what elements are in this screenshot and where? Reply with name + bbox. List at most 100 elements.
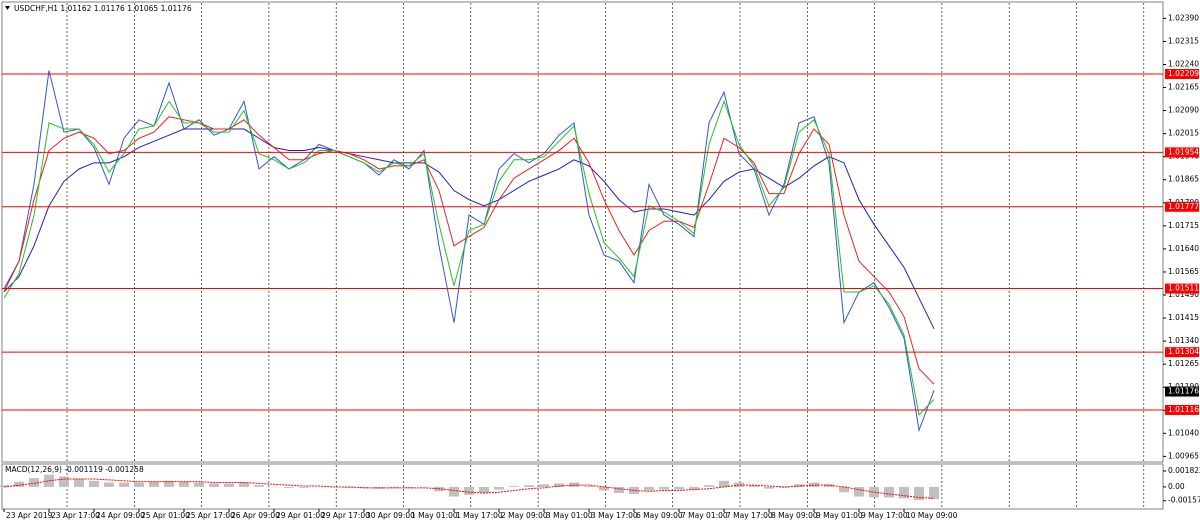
level-label: 1.01777: [1168, 202, 1199, 211]
x-tick-label: 7 May 01:00: [681, 511, 728, 520]
signal-line: [3, 478, 935, 499]
macd-bar: [554, 483, 564, 487]
macd-bar: [614, 486, 624, 494]
y-tick-label: 1.02090: [1168, 106, 1199, 115]
macd-bar: [854, 486, 864, 497]
macd-bar: [869, 486, 879, 498]
y-tick-label: 1.01265: [1168, 359, 1199, 368]
y-tick-label: 1.01640: [1168, 244, 1199, 253]
macd-bar: [764, 486, 774, 489]
macd-bar: [224, 483, 234, 487]
y-tick-label: 1.01415: [1168, 313, 1199, 322]
macd-bar: [149, 481, 159, 487]
moving-average: [3, 99, 935, 416]
y-tick-label: 0.00: [1168, 482, 1185, 491]
last-price-label: 1.01176: [1168, 387, 1199, 396]
x-tick-label: 6 May 09:00: [636, 511, 683, 520]
macd-bar: [839, 486, 849, 493]
macd-bar: [719, 480, 729, 487]
menu-arrow[interactable]: [5, 6, 10, 10]
y-tick-label: 1.01340: [1168, 336, 1199, 345]
level-label: 1.02209: [1168, 69, 1199, 78]
main-frame: [1, 1, 1164, 463]
x-tick-label: 29 Apr 01:00: [276, 511, 325, 520]
macd-bar: [104, 482, 114, 487]
macd-bar: [539, 484, 549, 487]
macd-bar: [164, 480, 174, 487]
y-tick-label: 1.02240: [1168, 59, 1199, 68]
y-tick-label: 0.001822: [1168, 466, 1200, 475]
x-tick-label: 9 May 01:00: [816, 511, 863, 520]
macd-bar: [74, 479, 84, 487]
macd-bar: [14, 481, 24, 487]
macd-frame: [1, 463, 1164, 510]
macd-bar: [899, 486, 909, 499]
x-tick-label: 2 May 09:00: [501, 511, 548, 520]
macd-bar: [884, 486, 894, 498]
macd-bar: [929, 486, 939, 500]
macd-bar: [449, 486, 459, 497]
level-label: 1.01304: [1168, 347, 1199, 356]
macd-bar: [299, 486, 309, 488]
level-label: 1.01116: [1168, 405, 1199, 414]
macd-bar: [809, 482, 819, 487]
x-tick-label: 30 Apr 09:00: [366, 511, 415, 520]
macd-bar: [179, 481, 189, 487]
macd-bar: [254, 485, 264, 487]
macd-bar: [134, 482, 144, 487]
x-tick-label: 1 May 17:00: [456, 511, 503, 520]
price-line: [3, 70, 935, 433]
x-tick-label: 23 Apr 2019: [6, 511, 53, 520]
macd-bar: [209, 483, 219, 487]
macd-bar: [599, 486, 609, 491]
macd-bar: [584, 486, 594, 487]
y-tick-label: 1.02390: [1168, 13, 1199, 22]
level-tag: [1165, 147, 1199, 158]
x-tick-label: 3 May 17:00: [591, 511, 638, 520]
x-tick-label: 9 May 17:00: [861, 511, 908, 520]
level-tag: [1165, 404, 1199, 415]
macd-bar: [659, 486, 669, 490]
level-label: 1.01511: [1168, 284, 1199, 293]
macd-bar: [59, 476, 69, 487]
macd-bar: [119, 482, 129, 487]
x-tick-label: 25 Apr 17:00: [186, 511, 235, 520]
last-price-tag: [1165, 386, 1199, 397]
x-tick-label: 26 Apr 09:00: [231, 511, 280, 520]
level-tag: [1165, 201, 1199, 212]
y-tick-label: 1.01490: [1168, 290, 1199, 299]
y-tick-label: 1.01565: [1168, 267, 1199, 276]
y-tick-label: 1.00965: [1168, 451, 1199, 460]
moving-average: [3, 128, 935, 330]
x-tick-label: 24 Apr 09:00: [96, 511, 145, 520]
x-tick-label: 7 May 17:00: [726, 511, 773, 520]
y-tick-label: -0.001572: [1168, 496, 1200, 505]
macd-bar: [0, 485, 9, 487]
macd-bar: [749, 485, 759, 487]
y-tick-label: 1.02165: [1168, 83, 1199, 92]
macd-bar: [239, 482, 249, 487]
level-tag: [1165, 283, 1199, 294]
macd-bar: [734, 482, 744, 487]
y-tick-label: 1.02315: [1168, 36, 1199, 45]
macd-bar: [494, 486, 504, 490]
x-tick-label: 1 May 01:00: [411, 511, 458, 520]
macd-bar: [464, 486, 474, 495]
macd-bar: [914, 486, 924, 501]
x-tick-label: 3 May 01:00: [546, 511, 593, 520]
chart-title: USDCHF,H1 1.01162 1.01176 1.01065 1.0117…: [14, 4, 192, 13]
x-tick-label: 29 Apr 17:00: [321, 511, 370, 520]
macd-bar: [644, 486, 654, 491]
moving-average: [3, 116, 935, 385]
macd-bar: [284, 486, 294, 488]
macd-bar: [689, 486, 699, 490]
level-tag: [1165, 69, 1199, 80]
macd-bar: [479, 486, 489, 494]
y-tick-label: 1.01715: [1168, 221, 1199, 230]
x-tick-label: 23 Apr 17:00: [51, 511, 100, 520]
macd-bar: [524, 485, 534, 487]
level-tag: [1165, 347, 1199, 358]
y-tick-label: 1.01040: [1168, 428, 1199, 437]
macd-title: MACD(12,26,9) -0.001119 -0.001258: [5, 465, 144, 474]
